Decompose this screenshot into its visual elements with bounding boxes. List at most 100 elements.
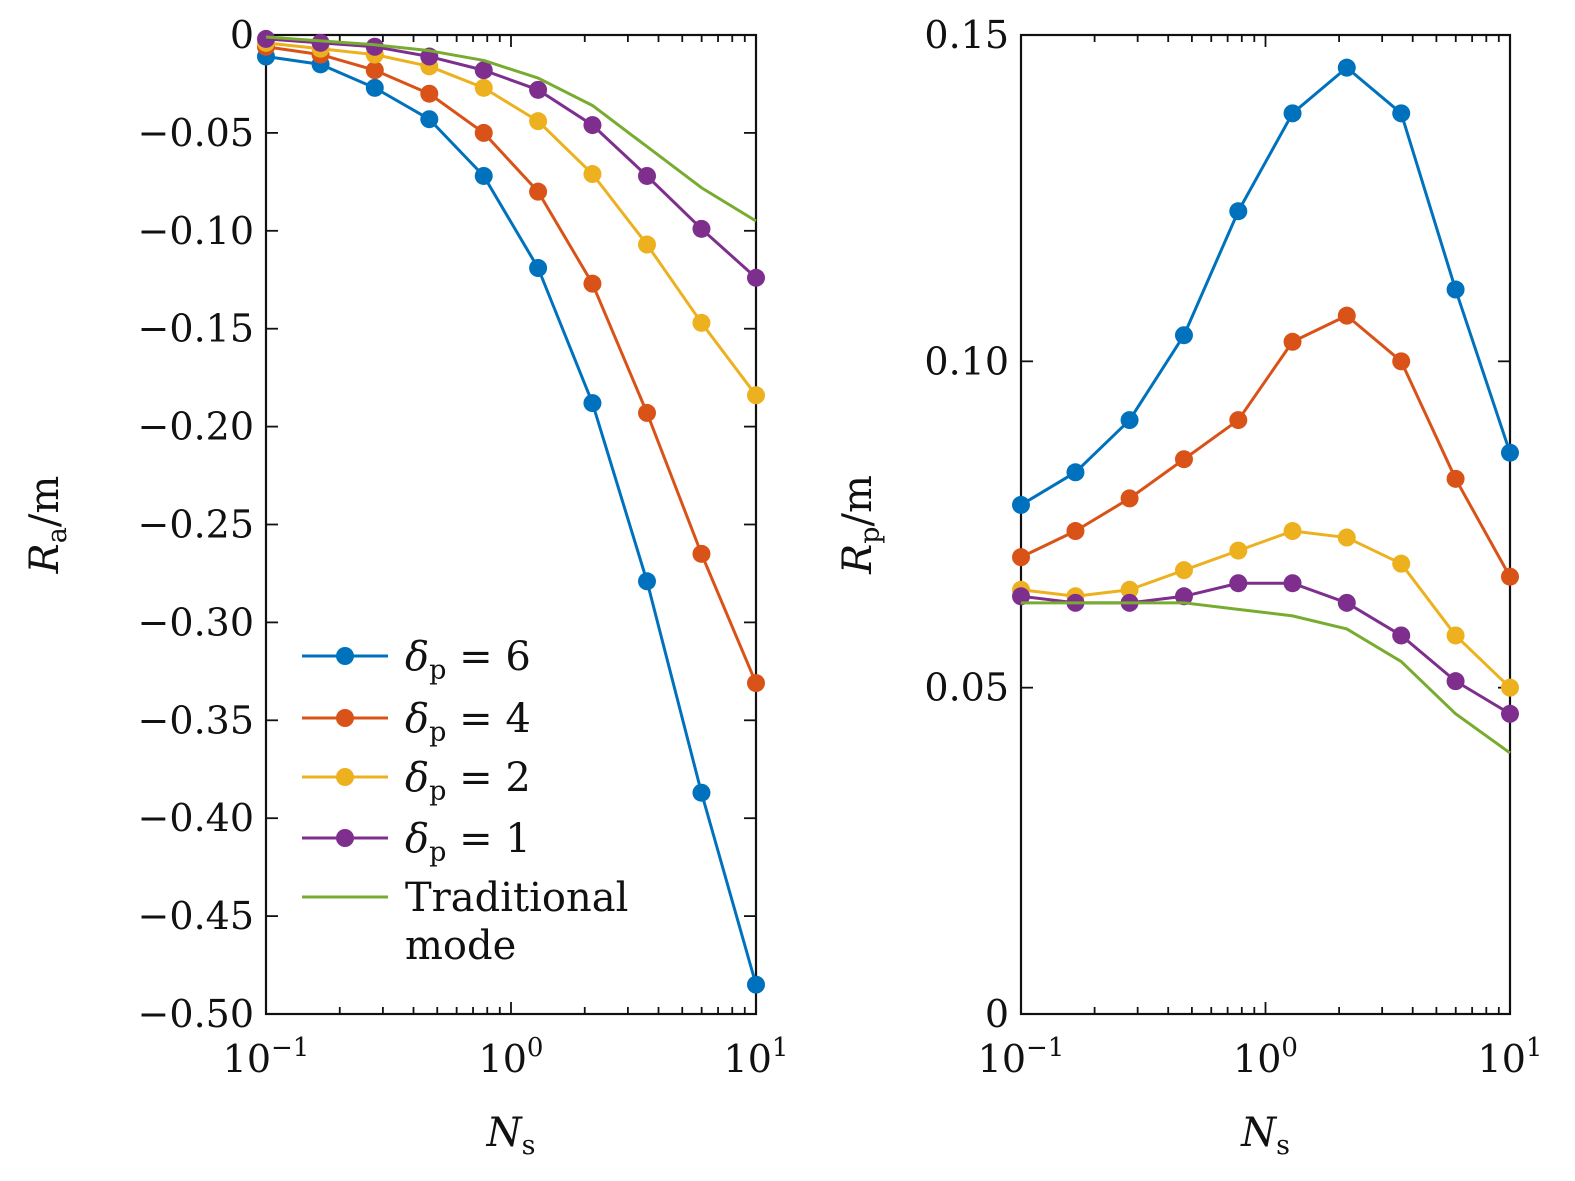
x-tick-exponent: −1 bbox=[271, 1033, 309, 1063]
data-point bbox=[1066, 522, 1085, 541]
x-tick-exponent: 0 bbox=[1281, 1033, 1298, 1063]
series-line bbox=[1020, 529, 1512, 689]
data-point bbox=[1446, 280, 1465, 299]
y-tick-label: −0.20 bbox=[138, 405, 254, 449]
x-tick-exponent: −1 bbox=[1026, 1033, 1064, 1063]
legend-marker bbox=[336, 647, 354, 665]
data-point bbox=[1066, 463, 1085, 482]
x-tick-base: 10 bbox=[1233, 1037, 1281, 1081]
data-point bbox=[747, 975, 765, 994]
y-axis-label-sub: p bbox=[855, 526, 886, 543]
y-axis-label-unit: /m bbox=[835, 475, 881, 526]
series-4 bbox=[265, 35, 757, 223]
legend-label: δp = 4 bbox=[405, 696, 531, 748]
data-point bbox=[583, 165, 602, 184]
data-point bbox=[365, 37, 384, 56]
y-tick-label: −0.15 bbox=[138, 307, 254, 351]
data-point bbox=[1501, 704, 1519, 723]
x-axis-label: Ns bbox=[1240, 1110, 1290, 1161]
data-point bbox=[1392, 352, 1411, 371]
legend-label-sub: p bbox=[429, 655, 446, 686]
data-point bbox=[1229, 202, 1248, 221]
series-line bbox=[1020, 314, 1512, 578]
series-0 bbox=[1012, 58, 1519, 514]
data-point bbox=[1174, 450, 1193, 469]
y-tick-label: 0 bbox=[985, 992, 1009, 1036]
y-axis-label-main: R bbox=[835, 544, 881, 575]
legend-label-suffix: = 4 bbox=[446, 696, 530, 742]
x-tick-label: 100 bbox=[1233, 1033, 1298, 1081]
data-point bbox=[1392, 104, 1411, 123]
series-3 bbox=[257, 29, 765, 287]
chart-panel-left: 10−1 100 1010−0.05−0.10−0.15−0.20−0.25−0.3… bbox=[22, 13, 788, 1161]
x-tick-label: 10−1 bbox=[978, 1033, 1065, 1081]
x-tick-base: 10 bbox=[479, 1037, 527, 1081]
y-tick-label: −0.25 bbox=[138, 503, 254, 547]
data-point bbox=[474, 78, 493, 97]
data-point bbox=[420, 110, 439, 129]
legend-label: δp = 2 bbox=[405, 755, 531, 807]
data-point bbox=[637, 403, 656, 422]
y-tick-label: 0 bbox=[230, 13, 254, 57]
data-point bbox=[1012, 587, 1030, 606]
legend-label: Traditional bbox=[405, 875, 628, 921]
y-tick-label: −0.50 bbox=[138, 992, 254, 1036]
y-axis-label-main: R bbox=[22, 543, 68, 574]
data-point bbox=[692, 219, 711, 238]
data-point bbox=[583, 116, 602, 135]
series-line bbox=[1021, 601, 1511, 755]
data-point bbox=[1229, 411, 1248, 430]
plot-frame bbox=[264, 33, 758, 1016]
y-tick-label: −0.40 bbox=[138, 796, 254, 840]
data-point bbox=[1120, 580, 1139, 599]
legend-label-main: δ bbox=[405, 755, 429, 801]
series-line bbox=[265, 37, 758, 279]
y-axis-label-sub: a bbox=[42, 527, 73, 543]
data-point bbox=[692, 313, 711, 332]
legend-label-sub: p bbox=[429, 837, 446, 868]
series-0 bbox=[257, 47, 765, 994]
legend-marker bbox=[336, 829, 354, 847]
legend-label-main: δ bbox=[405, 696, 429, 742]
data-point bbox=[1229, 541, 1248, 560]
x-tick-exponent: 0 bbox=[527, 1033, 544, 1063]
legend-item-2: δp = 2 bbox=[302, 755, 531, 807]
data-point bbox=[1337, 58, 1356, 77]
series-line bbox=[265, 35, 757, 223]
plot-frame bbox=[1019, 33, 1512, 1016]
data-point bbox=[637, 235, 656, 254]
data-point bbox=[1501, 678, 1519, 697]
data-point bbox=[692, 544, 711, 563]
data-point bbox=[1174, 561, 1193, 580]
x-axis-label-sub: s bbox=[1276, 1130, 1290, 1161]
legend-label-suffix: = 2 bbox=[446, 755, 530, 801]
data-point bbox=[474, 123, 493, 142]
x-tick-label: 101 bbox=[1478, 1033, 1543, 1081]
data-point bbox=[1446, 672, 1465, 691]
y-tick-label: −0.30 bbox=[138, 600, 254, 644]
data-point bbox=[1120, 411, 1139, 430]
series-1 bbox=[1012, 306, 1519, 586]
data-point bbox=[747, 674, 765, 693]
y-axis-label: Rp/m bbox=[835, 475, 886, 575]
x-axis-label-main: N bbox=[486, 1110, 524, 1156]
data-point bbox=[1283, 522, 1302, 541]
data-point bbox=[1283, 332, 1302, 351]
legend-label-main: δ bbox=[405, 634, 429, 680]
legend-label: δp = 1 bbox=[405, 816, 531, 868]
legend-marker bbox=[336, 709, 354, 727]
data-point bbox=[257, 29, 275, 48]
series-4 bbox=[1021, 601, 1511, 755]
y-tick-label: 0.05 bbox=[924, 666, 1009, 710]
x-axis-label-main: N bbox=[1240, 1110, 1278, 1156]
data-point bbox=[1229, 574, 1248, 593]
data-point bbox=[1446, 469, 1465, 488]
data-point bbox=[420, 84, 439, 103]
series-line bbox=[265, 55, 758, 986]
x-tick-label: 100 bbox=[479, 1033, 544, 1081]
legend-label-sub: p bbox=[429, 776, 446, 807]
y-tick-label: −0.05 bbox=[138, 111, 254, 155]
